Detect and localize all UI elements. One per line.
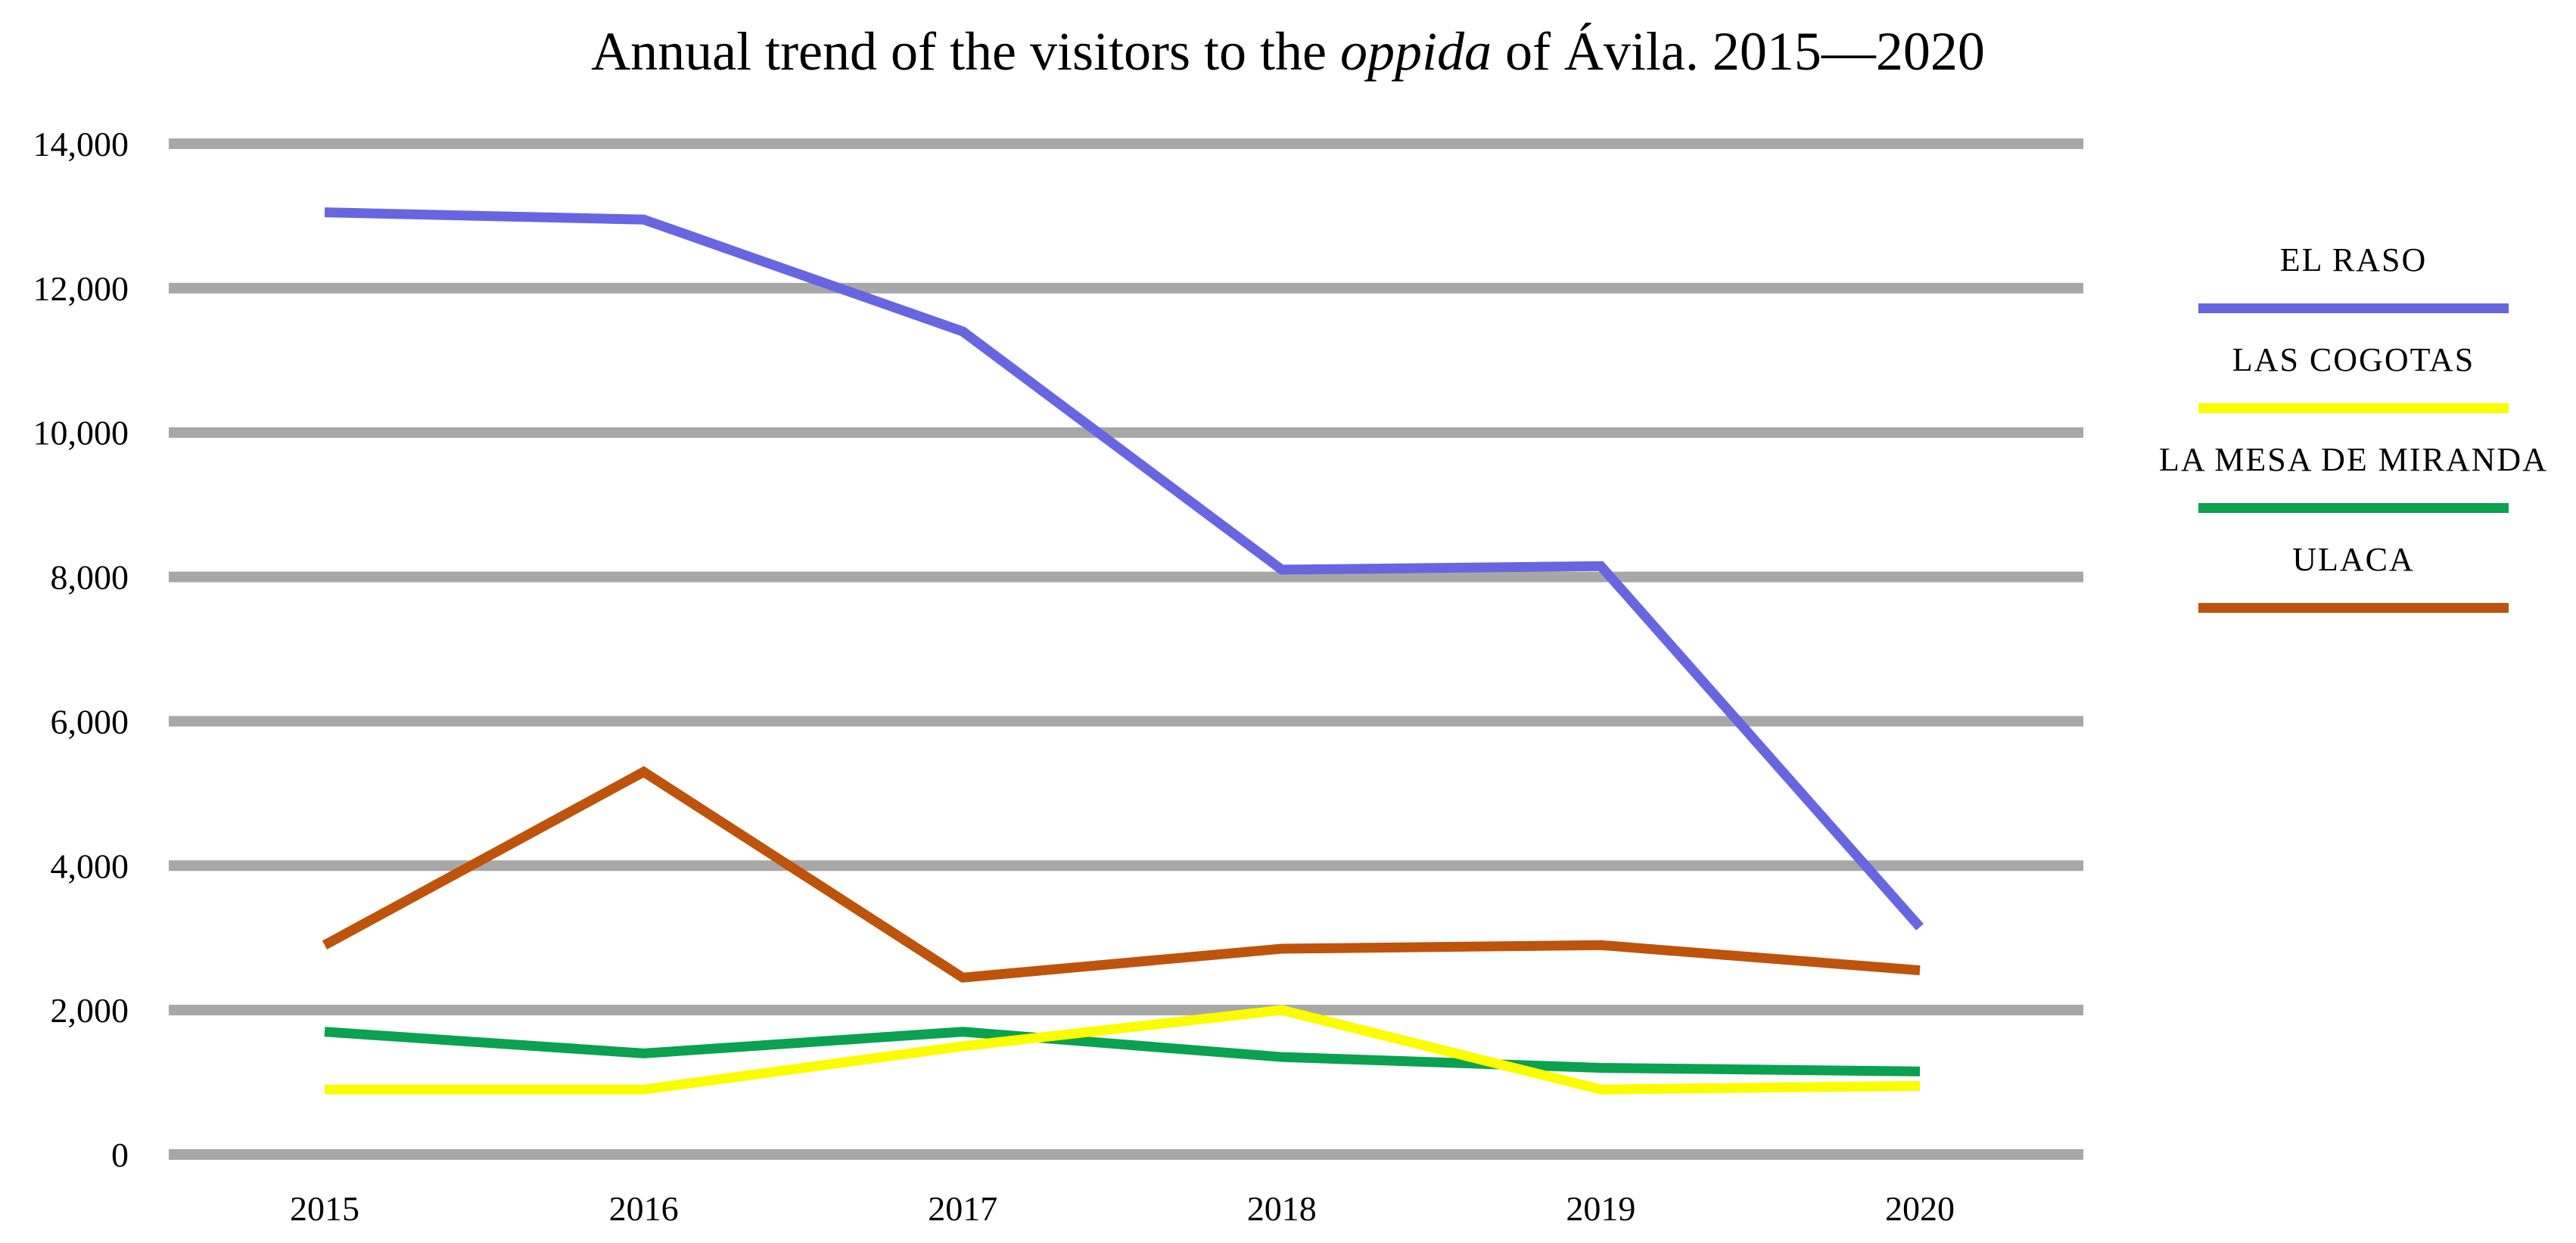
- chart-title-prefix: Annual trend of the visitors to the: [591, 21, 1340, 82]
- chart-title-suffix: of Ávila. 2015—2020: [1491, 21, 1985, 82]
- y-tick-label-12000: 12,000: [33, 269, 129, 308]
- x-tick-label-2019: 2019: [1566, 1189, 1635, 1228]
- chart-title-italic-word: oppida: [1339, 21, 1492, 82]
- x-axis-tick-labels-group: 2015 2016 2017 2018 2019 2020: [290, 1189, 1955, 1228]
- gridlines-group: [169, 138, 2083, 1160]
- y-tick-label-10000: 10,000: [33, 414, 129, 452]
- chart-title: Annual trend of the visitors to the oppi…: [0, 20, 2576, 83]
- y-tick-label-8000: 8,000: [51, 558, 129, 597]
- legend-label: ULACA: [2292, 541, 2415, 578]
- legend-item-las-cogotas: LAS COGOTAS: [2157, 340, 2550, 440]
- y-tick-label-0: 0: [111, 1136, 129, 1174]
- y-tick-label-4000: 4,000: [51, 847, 129, 885]
- legend-item-el-raso: EL RASO: [2157, 241, 2550, 340]
- series-line-ulaca: [322, 766, 1921, 983]
- x-tick-label-2016: 2016: [609, 1189, 679, 1228]
- y-axis-tick-labels-group: 0 2,000 4,000 6,000 8,000 10,000 12,000 14,000: [33, 125, 129, 1174]
- legend-swatch: [2198, 403, 2509, 413]
- series-line-la-mesa-de-miranda: [324, 1027, 1921, 1077]
- x-tick-label-2020: 2020: [1885, 1189, 1955, 1228]
- y-tick-label-14000: 14,000: [33, 125, 129, 163]
- legend-swatch: [2198, 503, 2509, 513]
- legend-swatch: [2198, 303, 2509, 313]
- series-lines-group: [322, 207, 1924, 1095]
- x-tick-label-2018: 2018: [1247, 1189, 1317, 1228]
- y-tick-label-6000: 6,000: [51, 702, 129, 741]
- series-line-el-raso: [324, 207, 1924, 931]
- legend-label: EL RASO: [2279, 241, 2428, 278]
- x-tick-label-2015: 2015: [290, 1189, 359, 1228]
- legend-label: LA MESA DE MIRANDA: [2159, 441, 2548, 478]
- legend-item-ulaca: ULACA: [2157, 540, 2550, 640]
- y-tick-label-2000: 2,000: [51, 991, 129, 1030]
- legend-item-la-mesa-de-miranda: LA MESA DE MIRANDA: [2157, 440, 2550, 540]
- legend-swatch: [2198, 603, 2509, 613]
- legend-label: LAS COGOTAS: [2232, 341, 2475, 378]
- x-tick-label-2017: 2017: [928, 1189, 997, 1228]
- series-line-las-cogotas: [325, 1005, 1921, 1095]
